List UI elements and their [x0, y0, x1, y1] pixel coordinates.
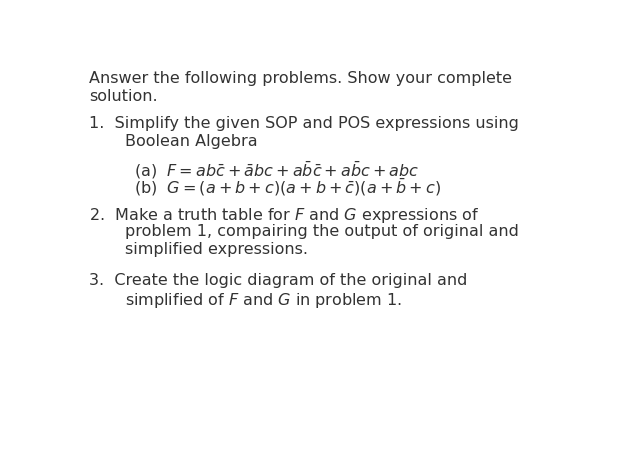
Text: simplified of $\mathit{F}$ and $\mathit{G}$ in problem 1.: simplified of $\mathit{F}$ and $\mathit{…	[125, 290, 401, 309]
Text: Boolean Algebra: Boolean Algebra	[125, 133, 257, 148]
Text: 3.  Create the logic diagram of the original and: 3. Create the logic diagram of the origi…	[89, 272, 468, 287]
Text: solution.: solution.	[89, 88, 157, 103]
Text: Answer the following problems. Show your complete: Answer the following problems. Show your…	[89, 70, 512, 86]
Text: 2.  Make a truth table for $\mathit{F}$ and $\mathit{G}$ expressions of: 2. Make a truth table for $\mathit{F}$ a…	[89, 206, 480, 225]
Text: (a)  $F = ab\bar{c} + \bar{a}bc + a\bar{b}\bar{c} + a\bar{b}c + abc$: (a) $F = ab\bar{c} + \bar{a}bc + a\bar{b…	[134, 159, 419, 180]
Text: simplified expressions.: simplified expressions.	[125, 242, 307, 257]
Text: problem 1, compairing the output of original and: problem 1, compairing the output of orig…	[125, 224, 519, 239]
Text: 1.  Simplify the given SOP and POS expressions using: 1. Simplify the given SOP and POS expres…	[89, 115, 519, 131]
Text: (b)  $G = (a+b+c)(a+b+\bar{c})(a+\bar{b}+c)$: (b) $G = (a+b+c)(a+b+\bar{c})(a+\bar{b}+…	[134, 177, 441, 198]
